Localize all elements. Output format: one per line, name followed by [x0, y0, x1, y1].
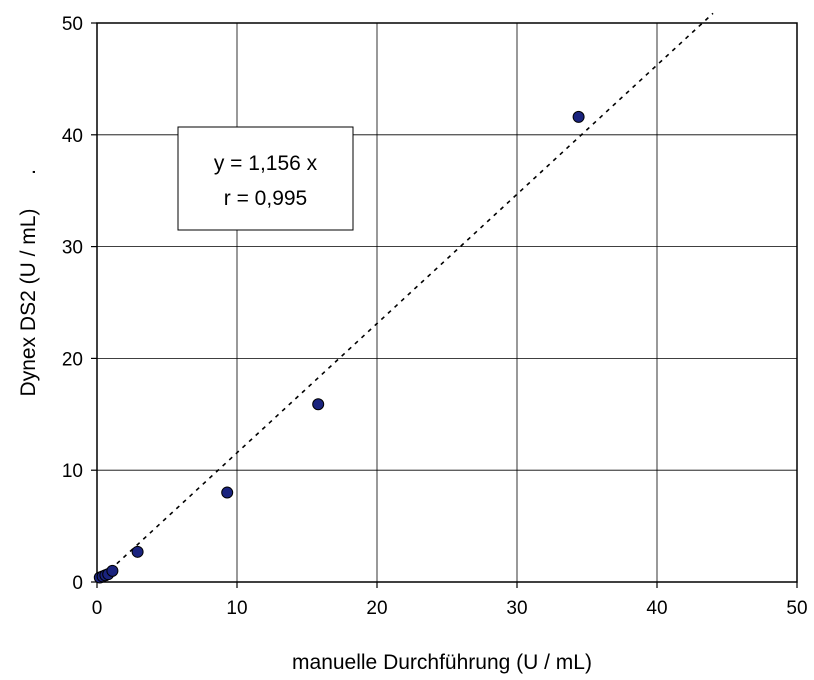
- y-axis-title: Dynex DS2 (U / mL): [17, 209, 40, 397]
- y-tick-label: 0: [72, 573, 83, 594]
- data-point: [106, 564, 119, 577]
- data-point: [221, 486, 234, 499]
- x-tick-label: 0: [92, 598, 103, 619]
- y-tick-label: 50: [62, 14, 83, 35]
- annotation-box: [177, 126, 354, 231]
- y-tick-label: 10: [62, 461, 83, 482]
- data-point: [572, 110, 585, 123]
- y-tick-label: 40: [62, 126, 83, 147]
- x-tick-label: 10: [226, 598, 247, 619]
- x-tick-label: 40: [646, 598, 667, 619]
- data-point: [131, 545, 144, 558]
- trendline: [96, 12, 714, 583]
- axis-ticks: 0 10 20 30 40 50 0 10 20 30 40 50: [62, 14, 808, 619]
- grid-lines: [97, 23, 797, 582]
- data-point: [312, 398, 325, 411]
- x-axis-title: manuelle Durchführung (U / mL): [292, 651, 592, 674]
- plot-area-frame: [96, 22, 798, 583]
- x-tick-label: 20: [366, 598, 387, 619]
- y-tick-label: 30: [62, 238, 83, 259]
- x-tick-label: 50: [786, 598, 807, 619]
- annotation-equation: y = 1,156 x: [214, 152, 318, 175]
- trendline-group: [96, 12, 714, 583]
- annotation-correlation: r = 0,995: [224, 187, 307, 210]
- data-points: [93, 110, 585, 584]
- y-axis-title-suffix: .: [17, 169, 40, 175]
- x-tick-label: 30: [506, 598, 527, 619]
- regression-annotation: y = 1,156 x r = 0,995: [177, 126, 354, 231]
- y-tick-label: 20: [62, 349, 83, 370]
